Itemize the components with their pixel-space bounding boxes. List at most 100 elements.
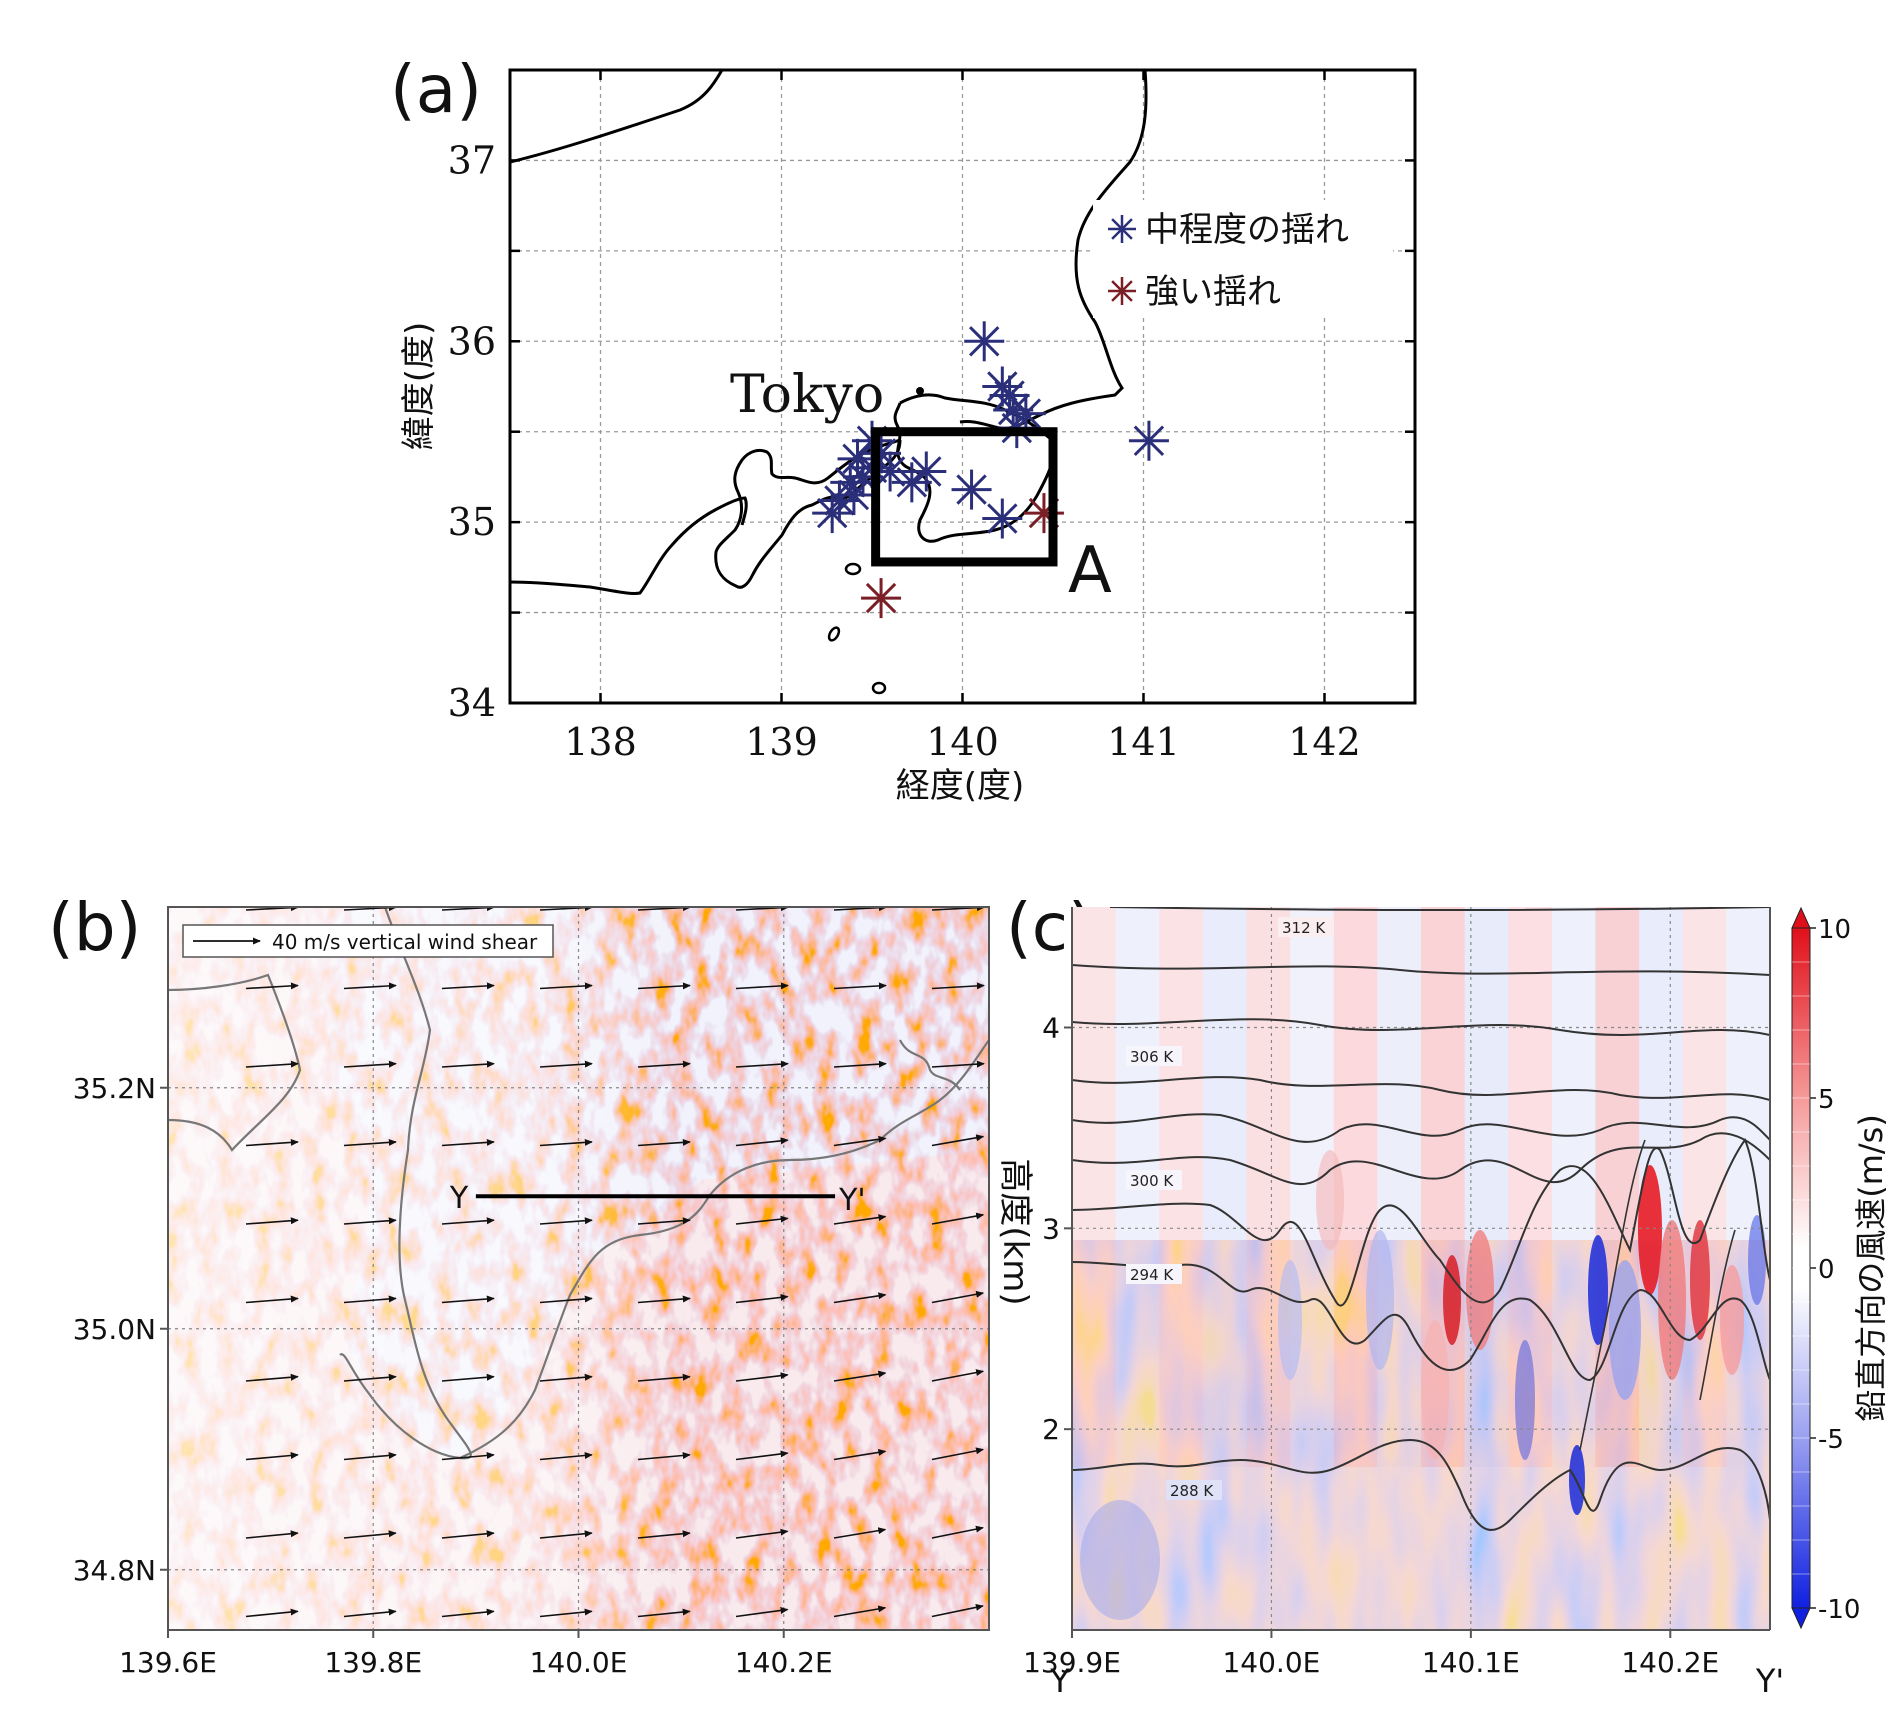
wind-vector [539, 1452, 593, 1461]
x-tick-label: 139.8E [324, 1646, 422, 1679]
wind-vector [637, 982, 691, 990]
wind-vector [833, 1292, 887, 1304]
panel-a-xlabel: 経度(度) [896, 766, 1025, 806]
x-tick-label: 140.2E [735, 1646, 833, 1679]
moderate-shaking-marker [964, 321, 1005, 362]
legend-background [1093, 200, 1393, 318]
wind-vector [441, 1295, 495, 1304]
panel-a-ticks: 138 139 140 141 142 34 35 36 37 [448, 70, 1415, 764]
y-tick-label: 3 [1042, 1212, 1060, 1245]
wind-vector [245, 982, 299, 990]
wind-vector [735, 1607, 789, 1618]
contour-labels: 312 K 306 K 300 K 294 K 288 K [1126, 917, 1334, 1500]
tokyo-label: Tokyo [730, 365, 884, 425]
section-end-label: Y' [838, 1183, 866, 1218]
y-tick-label: 35.2N [73, 1072, 156, 1105]
wind-vector [343, 1060, 397, 1068]
wind-vector [539, 1138, 593, 1147]
moderate-shaking-marker [1128, 420, 1169, 461]
x-tick-label: 140.0E [530, 1646, 628, 1679]
wind-vector [441, 982, 495, 990]
coast-b-west [168, 973, 302, 1152]
wind-vector [931, 1447, 985, 1461]
wind-vector [931, 1525, 984, 1539]
legend-label: 強い揺れ [1145, 272, 1281, 312]
wind-vector [931, 1134, 985, 1147]
section-start-label: Y [449, 1181, 469, 1216]
wind-vector [833, 1605, 887, 1618]
wind-vector [833, 1135, 887, 1147]
wind-vector [833, 1527, 887, 1539]
wind-vector [931, 1212, 985, 1225]
wind-vector [245, 1217, 299, 1225]
vertical-velocity-cells [1080, 1150, 1766, 1620]
wind-vector [637, 1217, 691, 1225]
wind-vector [833, 1060, 887, 1068]
y-tick-label: 34.8N [73, 1554, 156, 1587]
colorbar-tick-label: 10 [1818, 915, 1851, 945]
wind-vector [441, 1452, 495, 1461]
wind-vector [637, 1530, 691, 1539]
wind-vector [441, 1217, 495, 1225]
contour-label-300: 300 K [1130, 1172, 1174, 1190]
contour-label-288: 288 K [1170, 1482, 1214, 1500]
moderate-shaking-marker [891, 462, 932, 503]
wind-vector [833, 1370, 887, 1382]
vertical-velocity-noise [1072, 1240, 1770, 1630]
wind-vector [245, 1138, 299, 1147]
wind-vector [735, 1137, 789, 1147]
section-start-x-label: Y [1049, 1662, 1070, 1700]
coast-b-peninsula [339, 907, 472, 1460]
y-tick-label: 4 [1042, 1012, 1060, 1045]
contour-label-306: 306 K [1130, 1048, 1174, 1066]
panel-b-ticks: 139.6E 139.8E 140.0E 140.2E 34.8N 35.0N 35.2N [73, 1072, 833, 1679]
panel-a-ylabel: 緯度(度) [399, 322, 439, 451]
wind-vector [343, 982, 397, 990]
colorbar-tick-label: -5 [1818, 1425, 1844, 1455]
region-a-box [871, 427, 1058, 567]
wind-vector [245, 1060, 299, 1068]
panel-b-map: (b) Y Y' 40 m/s vertical wind shear 139.… [48, 889, 990, 1679]
wind-field-fade [168, 907, 989, 1630]
panel-b-legend-text: 40 m/s vertical wind shear [272, 930, 538, 954]
wind-vector [343, 1138, 397, 1147]
moderate-shaking-marker [812, 493, 853, 534]
wind-vector [343, 1608, 397, 1618]
colorbar-bottom-arrow [1791, 1607, 1811, 1630]
wind-vector [441, 1530, 495, 1539]
legend-marker [1108, 277, 1136, 305]
x-tick-label: 139.9E [1023, 1646, 1121, 1679]
wind-vector [931, 1290, 985, 1304]
wind-vector [637, 1295, 691, 1304]
wind-vector [735, 1528, 789, 1539]
legend-marker [1108, 215, 1136, 243]
panel-a-grid [510, 70, 1415, 703]
wind-vector [539, 1060, 593, 1068]
wind-vector [637, 1452, 691, 1461]
panel-c-grid [1072, 907, 1770, 1630]
panel-c-section: (c) [995, 889, 1890, 1700]
wind-vector [637, 1060, 691, 1068]
colorbar-label: 鉛直方向の風速(m/s) [1852, 1114, 1890, 1422]
wind-vector [931, 982, 985, 990]
wind-vector [833, 1214, 887, 1225]
panel-b-label: (b) [48, 889, 141, 966]
colorbar-top-arrow [1791, 906, 1811, 929]
wind-vector [539, 1530, 593, 1539]
x-tick-label: 140.2E [1621, 1646, 1719, 1679]
wind-vector [441, 1138, 495, 1147]
wind-vector [441, 1608, 495, 1618]
wind-vector [245, 1295, 299, 1304]
moderate-shaking-marker [951, 469, 992, 510]
y-tick-label: 37 [448, 138, 496, 182]
colorbar-tick-label: -10 [1818, 1595, 1860, 1625]
wind-vector [539, 1373, 593, 1382]
colorbar-ticks: 10 5 0 -5 -10 [1810, 915, 1860, 1625]
wind-vector [735, 1060, 789, 1068]
wind-vector [637, 1373, 691, 1382]
y-tick-label: 34 [448, 681, 496, 725]
x-tick-label: 138 [564, 720, 637, 764]
x-tick-label: 140.0E [1222, 1646, 1320, 1679]
colorbar: 10 5 0 -5 -10 鉛直方向の風速(m/s) [1791, 906, 1890, 1630]
